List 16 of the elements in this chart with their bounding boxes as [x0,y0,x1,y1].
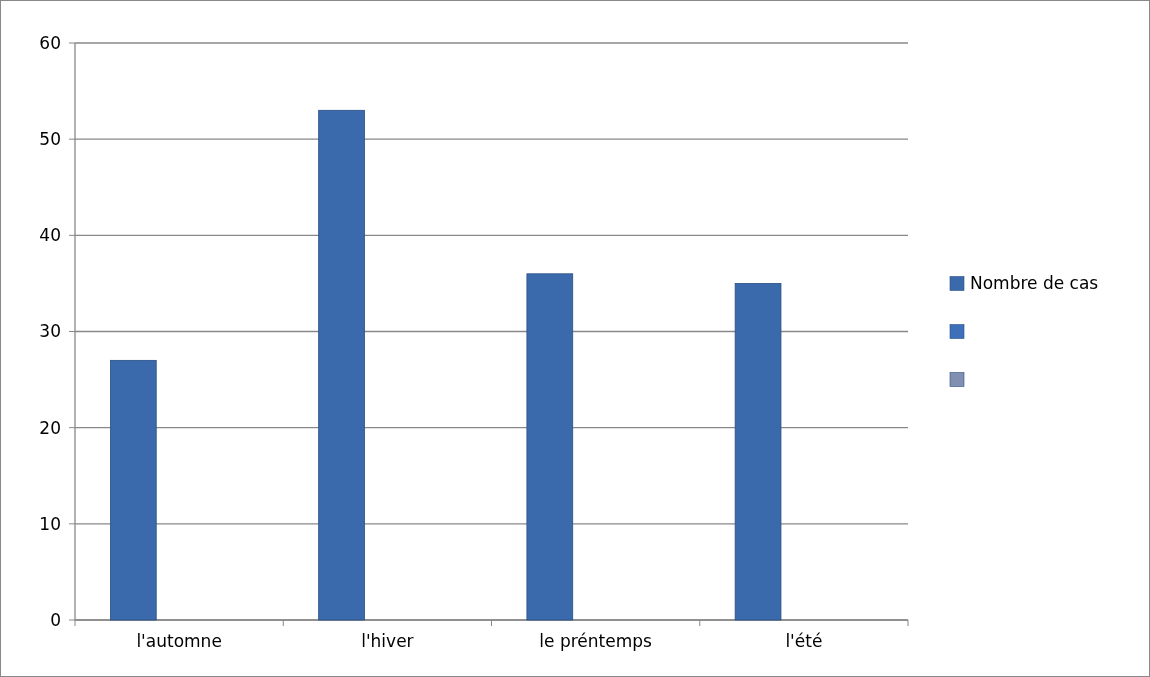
bar [734,283,782,621]
x-tick-label: l'été [785,631,823,651]
y-tick-label: 10 [39,513,61,534]
bar [526,273,574,621]
x-tick-label: l'hiver [361,631,414,651]
y-tick-label: 40 [39,225,61,246]
y-tick-label: 30 [39,321,61,342]
y-tick-label: 50 [39,129,61,150]
y-tick-label: 20 [39,417,61,438]
y-tick-label: 60 [39,32,61,53]
legend-label: Nombre de cas [970,273,1099,294]
bar [318,109,365,621]
y-tick-label: 0 [50,609,61,630]
x-tick-label: le préntemps [539,631,653,651]
bar [110,359,157,621]
x-tick-label: l'automne [136,631,222,651]
